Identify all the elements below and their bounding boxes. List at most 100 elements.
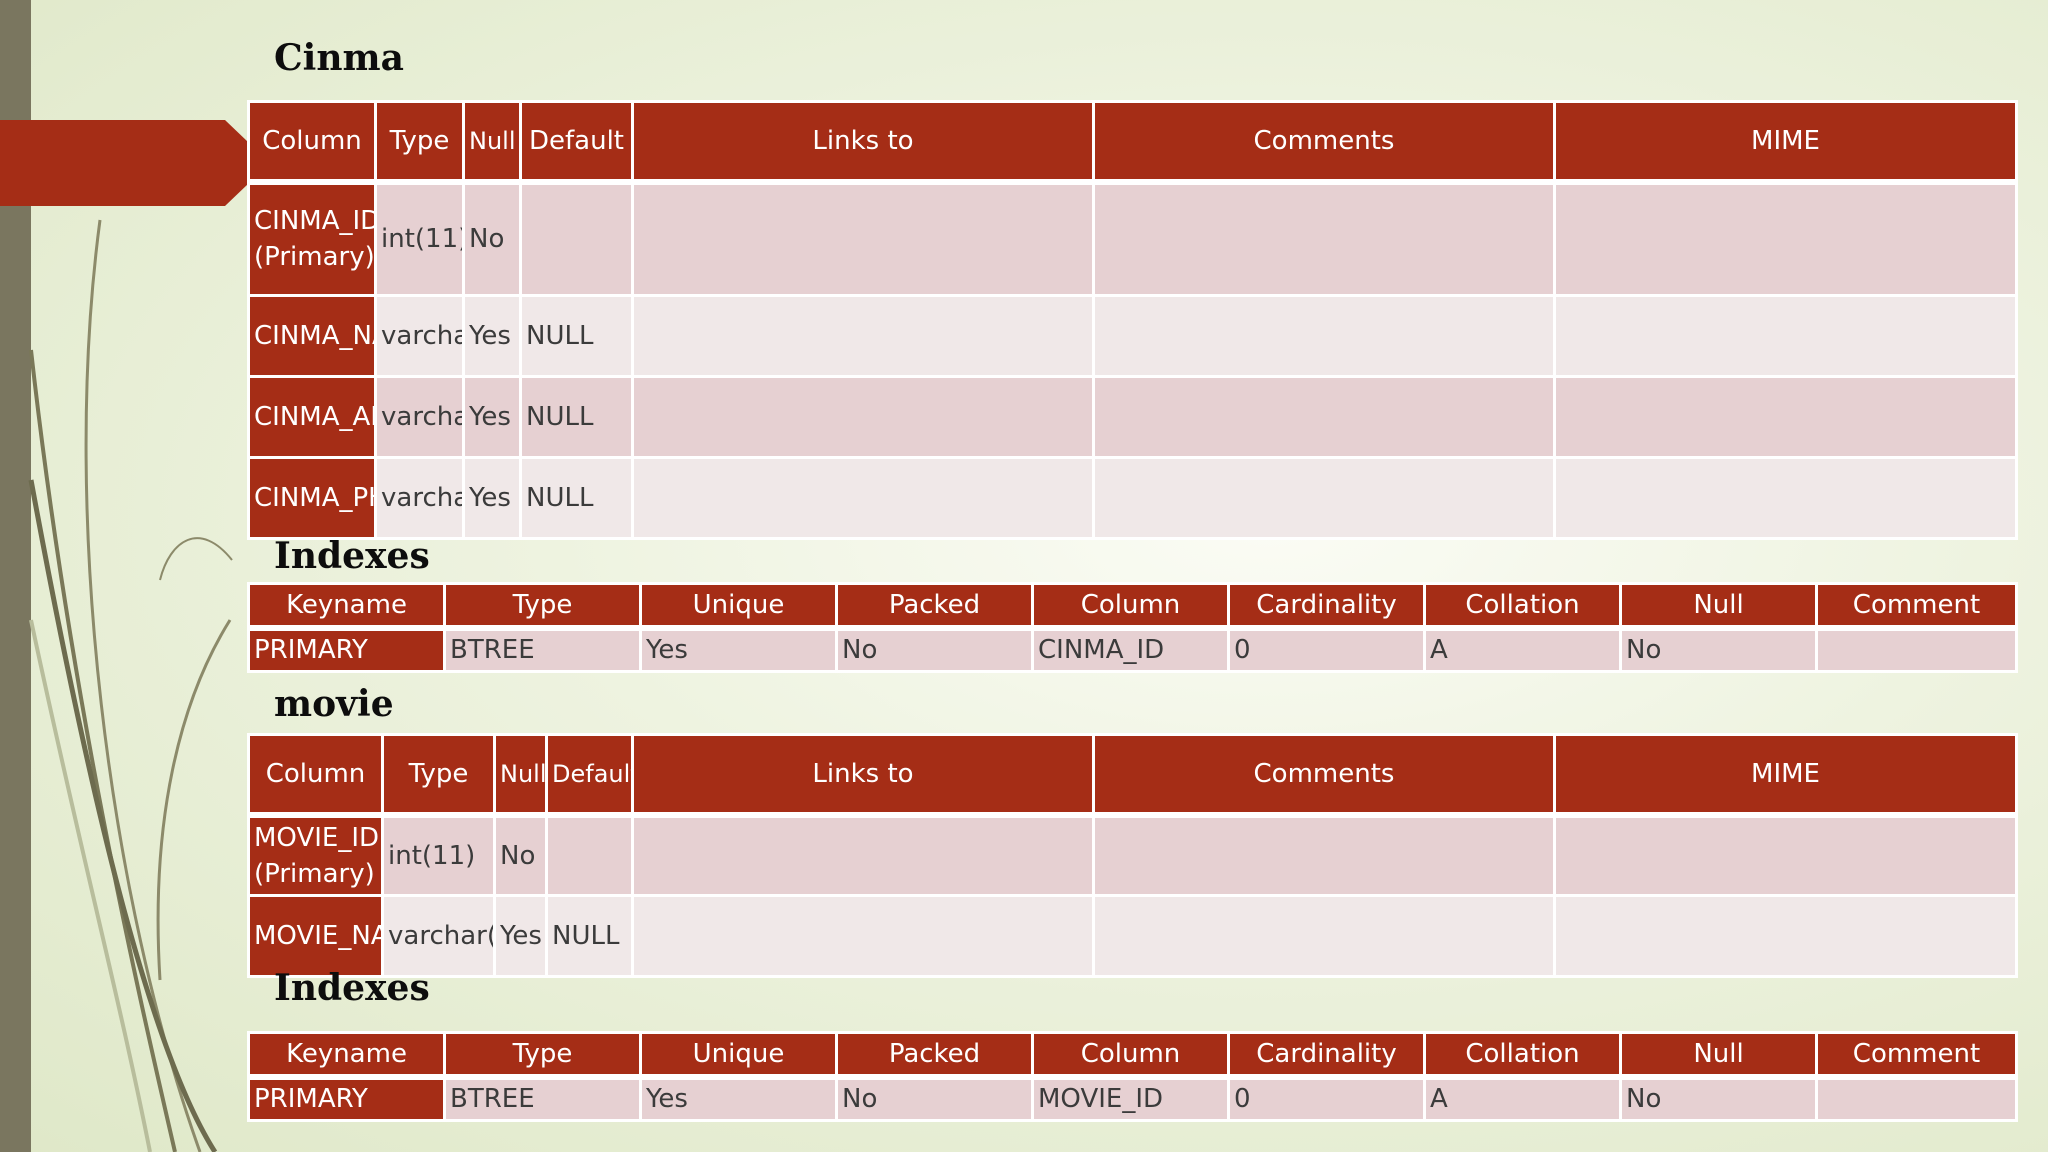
index-keyname[interactable]: PRIMARY [247, 1075, 446, 1122]
row-links-to [631, 294, 1095, 378]
index-header-type[interactable]: Type [443, 1031, 642, 1080]
column-header-comments[interactable]: Comments [1092, 100, 1556, 185]
column-header-default[interactable]: Default [545, 733, 634, 818]
row-links-to [631, 180, 1095, 297]
index-header-column[interactable]: Column [1031, 1031, 1230, 1080]
index-header-null[interactable]: Null [1619, 1031, 1818, 1080]
row-mime [1553, 294, 2018, 378]
index-packed: No [835, 626, 1034, 673]
index-header-type[interactable]: Type [443, 582, 642, 631]
row-column-name[interactable]: MOVIE_NAME [247, 894, 384, 978]
table-row: CINMA_ID (Primary) int(11) No [247, 180, 2018, 297]
row-links-to [631, 456, 1095, 540]
column-header-mime[interactable]: MIME [1553, 100, 2018, 185]
column-header-links-to[interactable]: Links to [631, 100, 1095, 185]
index-null: No [1619, 626, 1818, 673]
row-default: NULL [519, 375, 634, 459]
row-column-name[interactable]: CINMA_NAME [247, 294, 377, 378]
column-header-column[interactable]: Column [247, 733, 384, 818]
table-title-movie: movie [274, 683, 394, 725]
column-header-mime[interactable]: MIME [1553, 733, 2018, 818]
row-column-name[interactable]: CINMA_ADRES [247, 375, 377, 459]
row-default: NULL [519, 294, 634, 378]
row-mime [1553, 813, 2018, 897]
index-type: BTREE [443, 626, 642, 673]
row-mime [1553, 375, 2018, 459]
row-comments [1092, 894, 1556, 978]
row-comments [1092, 180, 1556, 297]
row-links-to [631, 813, 1095, 897]
index-cardinality: 0 [1227, 1075, 1426, 1122]
row-type: int(11) [374, 180, 465, 297]
table-row: PRIMARY BTREE Yes No CINMA_ID 0 A No [247, 626, 2018, 673]
column-header-links-to[interactable]: Links to [631, 733, 1095, 818]
index-comment [1815, 1075, 2018, 1122]
row-default: NULL [519, 456, 634, 540]
index-header-keyname[interactable]: Keyname [247, 1031, 446, 1080]
table-row: CINMA_ADRES varchar(50) Yes NULL [247, 375, 2018, 459]
index-header-cardinality[interactable]: Cardinality [1227, 582, 1426, 631]
row-comments [1092, 813, 1556, 897]
row-column-name[interactable]: MOVIE_ID (Primary) [247, 813, 384, 897]
index-unique: Yes [639, 626, 838, 673]
column-header-default[interactable]: Default [519, 100, 634, 185]
movie-indexes-table: Keyname Type Unique Packed Column Cardin… [247, 1031, 2018, 1122]
row-comments [1092, 456, 1556, 540]
row-null: Yes [462, 294, 522, 378]
index-header-null[interactable]: Null [1619, 582, 1818, 631]
column-header-type[interactable]: Type [374, 100, 465, 185]
table-row: MOVIE_ID (Primary) int(11) No [247, 813, 2018, 897]
row-null: No [462, 180, 522, 297]
index-header-unique[interactable]: Unique [639, 1031, 838, 1080]
column-header-null[interactable]: Null [462, 100, 522, 185]
index-header-comment[interactable]: Comment [1815, 1031, 2018, 1080]
index-type: BTREE [443, 1075, 642, 1122]
indexes-heading-cinma: Indexes [274, 535, 430, 577]
column-header-column[interactable]: Column [247, 100, 377, 185]
index-unique: Yes [639, 1075, 838, 1122]
row-mime [1553, 456, 2018, 540]
index-keyname[interactable]: PRIMARY [247, 626, 446, 673]
index-null: No [1619, 1075, 1818, 1122]
row-null: Yes [462, 456, 522, 540]
row-comments [1092, 294, 1556, 378]
row-links-to [631, 375, 1095, 459]
table-title-cinma: Cinma [274, 37, 404, 79]
row-links-to [631, 894, 1095, 978]
index-comment [1815, 626, 2018, 673]
column-header-null[interactable]: Null [493, 733, 548, 818]
row-column-name[interactable]: CINMA_ID (Primary) [247, 180, 377, 297]
row-type: varchar(30) [374, 294, 465, 378]
section-tab-marker [0, 120, 248, 206]
index-header-collation[interactable]: Collation [1423, 582, 1622, 631]
index-header-unique[interactable]: Unique [639, 582, 838, 631]
index-header-packed[interactable]: Packed [835, 1031, 1034, 1080]
cinma-structure-table: Column Type Null Default Links to Commen… [247, 100, 2018, 540]
index-header-column[interactable]: Column [1031, 582, 1230, 631]
index-column: MOVIE_ID [1031, 1075, 1230, 1122]
row-null: Yes [493, 894, 548, 978]
row-type: varchar(50) [374, 375, 465, 459]
column-header-comments[interactable]: Comments [1092, 733, 1556, 818]
indexes-heading-movie: Indexes [274, 967, 430, 1009]
row-default [519, 180, 634, 297]
row-null: Yes [462, 375, 522, 459]
index-collation: A [1423, 626, 1622, 673]
row-mime [1553, 894, 2018, 978]
table-row: CINMA_NAME varchar(30) Yes NULL [247, 294, 2018, 378]
row-default [545, 813, 634, 897]
table-row: MOVIE_NAME varchar(40) Yes NULL [247, 894, 2018, 978]
row-column-name[interactable]: CINMA_PHONE [247, 456, 377, 540]
index-header-comment[interactable]: Comment [1815, 582, 2018, 631]
index-header-keyname[interactable]: Keyname [247, 582, 446, 631]
row-null: No [493, 813, 548, 897]
row-comments [1092, 375, 1556, 459]
column-header-type[interactable]: Type [381, 733, 496, 818]
table-row: CINMA_PHONE varchar(20) Yes NULL [247, 456, 2018, 540]
index-header-cardinality[interactable]: Cardinality [1227, 1031, 1426, 1080]
row-type: int(11) [381, 813, 496, 897]
row-mime [1553, 180, 2018, 297]
index-header-packed[interactable]: Packed [835, 582, 1034, 631]
index-header-collation[interactable]: Collation [1423, 1031, 1622, 1080]
movie-structure-table: Column Type Null Default Links to Commen… [247, 733, 2018, 978]
